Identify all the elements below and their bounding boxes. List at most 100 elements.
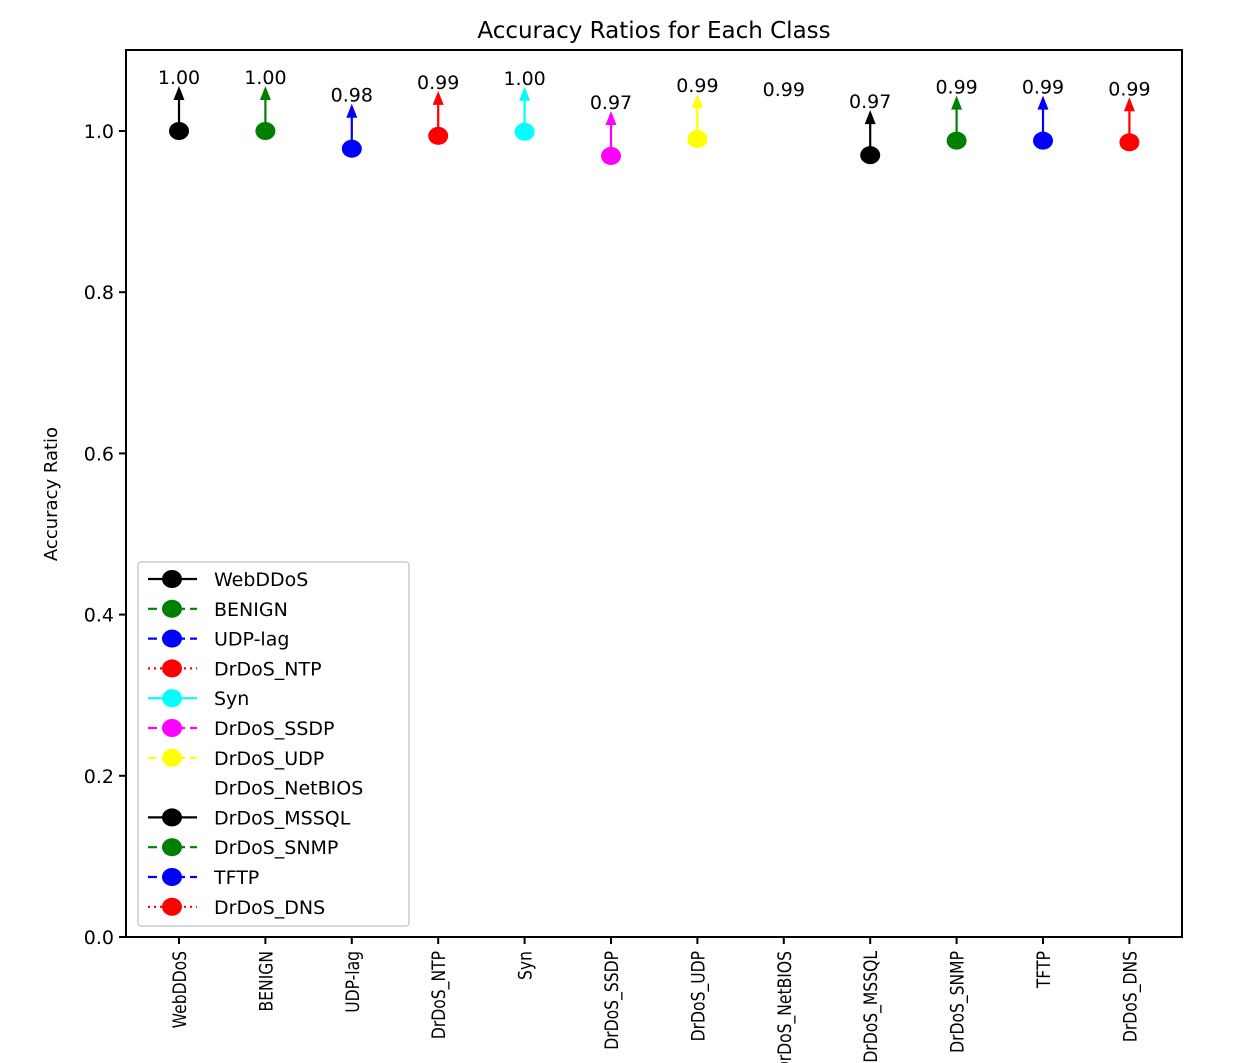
y-tick-label: 0.4 bbox=[84, 605, 114, 627]
legend-label: TFTP bbox=[213, 867, 259, 889]
legend-marker bbox=[162, 659, 182, 678]
y-tick-label: 0.0 bbox=[84, 927, 114, 949]
legend-item: DrDoS_MSSQL bbox=[148, 807, 351, 829]
data-label: 0.97 bbox=[849, 91, 891, 113]
legend-item: DrDoS_UDP bbox=[148, 748, 324, 770]
data-point-group: 0.99 bbox=[417, 72, 459, 145]
data-point-group: 0.97 bbox=[590, 92, 632, 165]
legend-item: UDP-lag bbox=[148, 629, 289, 651]
x-tick-label: DrDoS_SNMP bbox=[947, 951, 969, 1053]
annotation-arrow-head bbox=[173, 86, 185, 100]
data-point bbox=[514, 122, 535, 141]
legend-label: DrDoS_UDP bbox=[214, 748, 324, 770]
x-tick-label: DrDoS_UDP bbox=[688, 951, 710, 1041]
data-label: 0.99 bbox=[763, 79, 805, 101]
annotation-arrow-head bbox=[951, 95, 963, 110]
data-label: 0.97 bbox=[590, 92, 632, 114]
legend-label: DrDoS_MSSQL bbox=[214, 807, 351, 829]
legend-marker bbox=[162, 868, 182, 886]
legend-label: DrDoS_NetBIOS bbox=[214, 778, 363, 800]
legend-marker bbox=[162, 808, 182, 827]
data-point-group: 0.99 bbox=[763, 79, 805, 101]
data-label: 1.00 bbox=[503, 68, 545, 90]
data-point-group: 0.99 bbox=[935, 77, 978, 150]
data-point-group: 0.98 bbox=[331, 85, 373, 158]
x-tick-label: DrDoS_MSSQL bbox=[861, 951, 883, 1063]
x-tick-label: UDP-lag bbox=[342, 951, 364, 1013]
data-label: 0.98 bbox=[331, 85, 373, 107]
plot-frame bbox=[125, 49, 1183, 938]
legend-marker bbox=[162, 719, 182, 737]
x-tick-label: Syn bbox=[515, 951, 537, 980]
data-point-group: 1.00 bbox=[244, 67, 287, 140]
chart-title: Accuracy Ratios for Each Class bbox=[477, 18, 830, 44]
data-label: 0.99 bbox=[417, 72, 459, 94]
data-label: 0.99 bbox=[935, 77, 977, 99]
annotation-arrow-head bbox=[1037, 95, 1049, 110]
legend-label: Syn bbox=[214, 688, 249, 710]
legend-item: DrDoS_NetBIOS bbox=[214, 778, 363, 800]
data-point bbox=[1033, 131, 1053, 150]
y-tick-label: 1.0 bbox=[84, 121, 114, 143]
legend-label: DrDoS_NTP bbox=[214, 658, 322, 680]
data-label: 0.99 bbox=[1108, 78, 1150, 100]
legend-label: WebDDoS bbox=[214, 569, 308, 591]
annotation-arrow-head bbox=[432, 90, 444, 105]
legend-label: DrDoS_SNMP bbox=[214, 837, 338, 859]
legend-label: BENIGN bbox=[214, 599, 288, 621]
data-point bbox=[687, 130, 708, 149]
x-tick-label: DrDoS_DNS bbox=[1120, 951, 1142, 1042]
legend-marker bbox=[162, 599, 182, 618]
annotation-arrow-head bbox=[605, 110, 617, 125]
data-point-group: 1.00 bbox=[158, 67, 200, 140]
data-point bbox=[169, 122, 189, 140]
legend-marker bbox=[162, 629, 182, 648]
x-tick-label: WebDDoS bbox=[170, 951, 192, 1028]
y-tick-label: 0.8 bbox=[84, 282, 114, 304]
legend-label: DrDoS_DNS bbox=[214, 897, 325, 919]
data-point bbox=[946, 131, 967, 150]
data-point-group: 0.99 bbox=[1022, 77, 1064, 150]
annotation-arrow-head bbox=[346, 103, 358, 118]
data-point bbox=[1119, 133, 1140, 152]
x-tick-label: DrDoS_NTP bbox=[429, 951, 451, 1039]
legend-item: DrDoS_SNMP bbox=[148, 837, 338, 859]
y-axis-label: Accuracy Ratio bbox=[41, 427, 62, 561]
annotation-arrow-head bbox=[519, 86, 531, 101]
legend-marker bbox=[162, 838, 182, 857]
x-tick-label: BENIGN bbox=[256, 951, 278, 1011]
legend-marker bbox=[162, 689, 182, 708]
legend-item: BENIGN bbox=[148, 599, 288, 621]
annotation-arrow-head bbox=[864, 110, 876, 125]
data-point-group: 0.99 bbox=[1108, 78, 1151, 152]
annotation-arrow-head bbox=[1123, 97, 1135, 112]
x-tick-label: TFTP bbox=[1034, 951, 1056, 989]
data-label: 1.00 bbox=[158, 67, 200, 89]
y-axis-ticks: 0.0 0.2 0.4 0.6 0.8 1.0 bbox=[84, 121, 126, 949]
data-point-group: 0.99 bbox=[676, 75, 719, 149]
legend-frame bbox=[137, 561, 410, 927]
legend-item: DrDoS_DNS bbox=[148, 897, 325, 919]
x-tick-label: DrDoS_SSDP bbox=[602, 951, 624, 1050]
annotation-arrow-head bbox=[259, 86, 271, 100]
y-tick-label: 0.6 bbox=[84, 443, 114, 465]
x-axis-ticks: WebDDoS BENIGN UDP-lag DrDoS_NTP Syn DrDoS_SS… bbox=[170, 937, 1142, 1063]
legend-marker bbox=[162, 897, 182, 916]
data-point-group: 0.97 bbox=[849, 91, 891, 165]
data-point bbox=[601, 146, 621, 165]
data-point bbox=[428, 126, 449, 145]
legend-item: TFTP bbox=[148, 867, 259, 889]
x-tick-label: DrDoS_NetBIOS bbox=[774, 951, 796, 1063]
legend: WebDDoS BENIGN UDP-lag DrDoS_NTP Syn DrDoS_SS… bbox=[137, 561, 410, 927]
data-label: 0.99 bbox=[1022, 77, 1064, 99]
data-point bbox=[255, 122, 276, 140]
legend-label: DrDoS_SSDP bbox=[214, 718, 334, 740]
legend-item: WebDDoS bbox=[148, 569, 308, 591]
legend-marker bbox=[162, 570, 182, 588]
legend-marker bbox=[162, 748, 182, 767]
data-marks: 1.00 1.00 0.98 0.99 1.00 0.97 0.99 0.99 0.97 0.99… bbox=[158, 67, 1151, 165]
data-label: 1.00 bbox=[244, 67, 286, 89]
data-point bbox=[341, 139, 362, 158]
legend-item: DrDoS_SSDP bbox=[148, 718, 334, 740]
